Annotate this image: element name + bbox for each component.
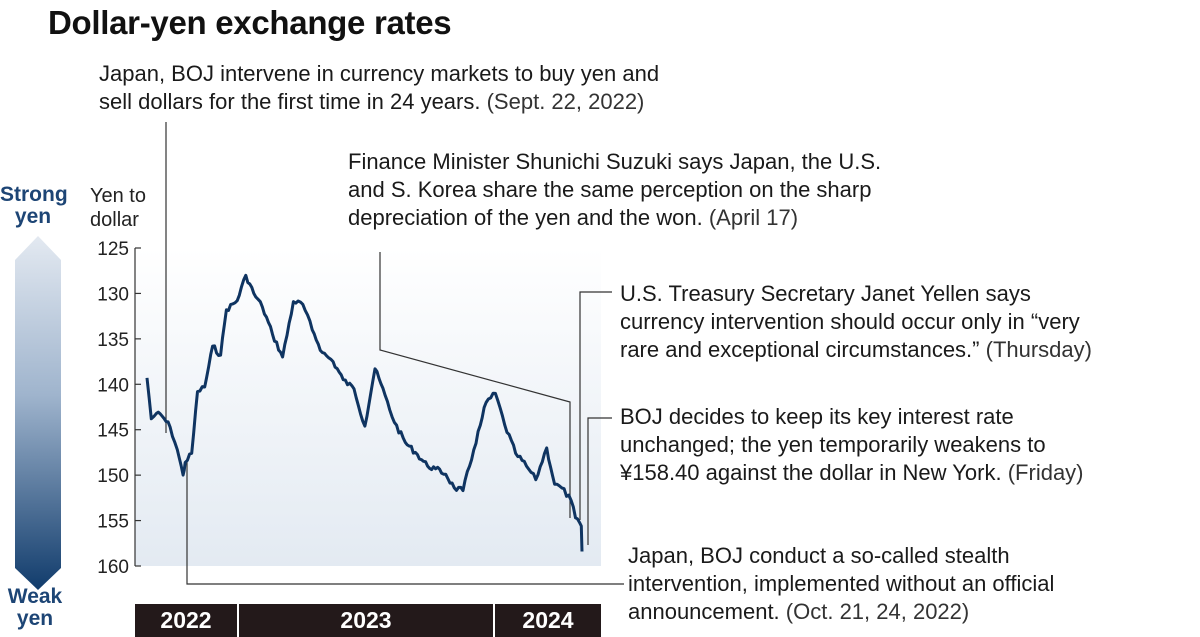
annotation-date: (Sept. 22, 2022) bbox=[486, 89, 645, 114]
y-axis-unit-label: Yen to dollar bbox=[90, 185, 146, 231]
annotation-line: sell dollars for the first time in 24 ye… bbox=[99, 88, 659, 116]
weak-yen-label: Weak yen bbox=[2, 586, 68, 630]
annotation-line: rare and exceptional circumstances.” (Th… bbox=[620, 336, 1092, 364]
yen-strength-arrow bbox=[15, 236, 61, 590]
annotation-line: and S. Korea share the same perception o… bbox=[348, 177, 872, 202]
y-tick-label: 125 bbox=[97, 239, 129, 260]
side-label-line: yen bbox=[16, 607, 54, 630]
leader-boj bbox=[587, 417, 612, 545]
y-tick-label: 145 bbox=[97, 421, 129, 442]
annotation-line: BOJ decides to keep its key interest rat… bbox=[620, 404, 1014, 429]
year-label-2024: 2024 bbox=[522, 607, 574, 633]
leader-yellen bbox=[579, 291, 612, 520]
annotation-suzuki: Finance Minister Shunichi Suzuki says Ja… bbox=[348, 148, 881, 232]
side-label-line: Weak bbox=[7, 585, 63, 608]
annotation-date: (Thursday) bbox=[985, 337, 1092, 362]
leader-suzuki bbox=[379, 252, 571, 518]
y-tick-label: 160 bbox=[97, 557, 129, 578]
annotation-line: Japan, BOJ intervene in currency markets… bbox=[99, 61, 660, 86]
annotation-line: Finance Minister Shunichi Suzuki says Ja… bbox=[348, 149, 882, 174]
y-axis: 125 130 135 140 145 150 155 160 bbox=[97, 239, 141, 578]
y-tick-label: 155 bbox=[97, 512, 129, 533]
strong-yen-label: Strong yen bbox=[0, 183, 68, 228]
year-label-2022: 2022 bbox=[160, 607, 212, 633]
year-axis: 2022 2023 2024 bbox=[135, 604, 601, 637]
annotation-leaders bbox=[165, 122, 624, 585]
annotation-text: ¥158.40 against the dollar in New York. bbox=[620, 460, 1002, 485]
annotation-line: currency intervention should occur only … bbox=[620, 309, 1080, 334]
annotation-text: rare and exceptional circumstances.” bbox=[620, 337, 980, 362]
annotation-sept-2022: Japan, BOJ intervene in currency markets… bbox=[99, 60, 659, 116]
annotation-line: depreciation of the yen and the won. (Ap… bbox=[348, 204, 881, 232]
side-label-line: Strong bbox=[0, 183, 68, 206]
annotation-stealth: Japan, BOJ conduct a so-called stealth i… bbox=[628, 542, 1054, 626]
leader-stealth bbox=[186, 462, 624, 585]
annotation-yellen: U.S. Treasury Secretary Janet Yellen say… bbox=[620, 280, 1092, 364]
annotation-date: (April 17) bbox=[708, 205, 799, 230]
year-separator bbox=[237, 604, 239, 637]
annotation-line: announcement. (Oct. 21, 24, 2022) bbox=[628, 598, 1054, 626]
side-label-line: yen bbox=[14, 205, 52, 228]
annotation-text: announcement. bbox=[628, 599, 780, 624]
y-tick-label: 140 bbox=[97, 375, 129, 396]
annotation-line: Japan, BOJ conduct a so-called stealth bbox=[628, 543, 1010, 568]
year-separator bbox=[493, 604, 495, 637]
page-title: Dollar-yen exchange rates bbox=[48, 4, 452, 41]
annotation-date: (Oct. 21, 24, 2022) bbox=[785, 599, 970, 624]
y-tick-label: 150 bbox=[97, 466, 129, 487]
annotation-date: (Friday) bbox=[1007, 460, 1084, 485]
annotation-text: sell dollars for the first time in 24 ye… bbox=[99, 89, 481, 114]
y-tick-label: 135 bbox=[97, 330, 129, 351]
annotation-boj: BOJ decides to keep its key interest rat… bbox=[620, 403, 1084, 487]
annotation-line: intervention, implemented without an off… bbox=[628, 571, 1055, 596]
year-label-2023: 2023 bbox=[340, 607, 392, 633]
y-tick-label: 130 bbox=[97, 284, 129, 305]
rate-series-line bbox=[145, 273, 584, 552]
annotation-text: depreciation of the yen and the won. bbox=[348, 205, 703, 230]
annotation-line: U.S. Treasury Secretary Janet Yellen say… bbox=[620, 281, 1031, 306]
annotation-line: ¥158.40 against the dollar in New York. … bbox=[620, 459, 1084, 487]
annotation-line: unchanged; the yen temporarily weakens t… bbox=[620, 432, 1046, 457]
